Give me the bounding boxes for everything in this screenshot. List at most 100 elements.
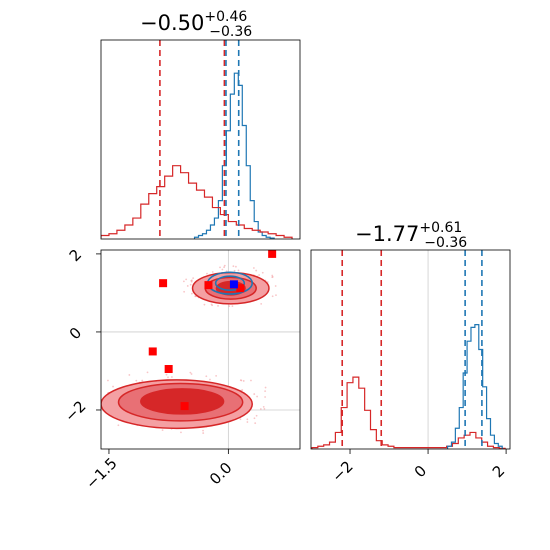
axes-frame [100,249,301,450]
sample-point [194,295,197,298]
sample-point [232,265,235,268]
red-marker-6 [164,365,173,374]
x-tick-label: 0.0 [206,459,236,489]
sample-point [189,371,192,374]
blue-marker-1 [229,280,238,289]
sample-point [235,265,237,268]
title-lower-error: −0.36 [424,235,467,251]
sample-point [271,274,274,277]
sample-point [255,414,258,417]
sample-point [84,393,86,395]
sample-point [141,379,144,382]
histogram-panel-bottom-right: −2 0 2 [310,249,511,486]
axes-frame [310,249,511,450]
sample-point [261,271,264,274]
sample-point [211,304,214,307]
sample-point [128,374,131,376]
title-lower-error: −0.36 [209,24,252,40]
sample-point [228,305,231,308]
sample-point [146,371,149,374]
red-marker-1 [268,250,277,258]
sample-point [271,295,274,298]
red-marker-4 [159,279,168,288]
plot-area [84,250,300,449]
sample-point [205,375,208,378]
sample-point [202,432,205,434]
sample-point [255,269,258,272]
sample-point [264,390,267,393]
sample-point [117,424,120,427]
axes-frame [100,39,301,240]
sample-point [221,268,224,271]
sample-point [237,269,240,272]
title-top-left: −0.50+0.46 −0.36 [140,9,252,40]
red-marker-5 [148,347,157,356]
sample-point [233,269,236,272]
sample-point [231,305,234,308]
sample-point [203,303,206,306]
y-tick-label: 0 [66,324,85,343]
red-marker-2 [204,281,213,290]
sample-point [190,279,193,282]
sample-point [190,280,193,283]
sample-point [253,393,256,395]
sample-point [112,385,114,388]
sample-point [107,379,109,382]
sample-point [256,395,259,398]
sample-point [206,272,208,275]
sample-point [250,379,252,382]
sample-point [242,380,245,382]
hist-series-2 [101,165,293,239]
sample-point [170,376,173,378]
sample-point [185,278,188,281]
sample-point [252,267,255,269]
sample-point [186,285,189,287]
sample-point [264,386,267,389]
title-upper-error: +0.61 [419,220,462,236]
sample-point [161,429,164,432]
sample-point [246,418,249,421]
sample-point [217,304,219,307]
sample-point [135,379,138,382]
red-marker-3 [236,284,245,293]
sample-point [240,379,243,382]
sample-point [215,374,218,377]
plot-area [311,250,506,449]
blue-contour-2 [214,275,246,291]
sample-point [209,378,211,381]
x-tick-label: −1.5 [82,454,120,492]
hist-series-2 [446,324,503,449]
sample-point [275,294,277,297]
sample-point [223,266,225,269]
sample-point [253,417,256,420]
y-tick-label: 2 [66,246,85,265]
sample-point [191,292,193,295]
sample-point [202,429,204,432]
sample-point [223,264,226,267]
sample-point [183,290,186,293]
sample-point [165,373,168,376]
title-median: −1.77 [355,222,419,246]
sample-point [167,376,169,379]
scatter-contour-panel-bottom-left: −1.5 0.0 2 0 −2 [61,246,301,493]
x-tick-label: −2 [328,457,356,485]
sample-point [189,283,192,286]
sample-point [258,274,261,276]
sample-point [274,285,277,287]
title-median: −0.50 [140,11,204,35]
sample-point [259,408,262,410]
sample-point [262,405,265,408]
sample-point [246,421,249,423]
title-bottom-right: −1.77+0.61 −0.36 [355,220,467,251]
sample-point [241,389,244,391]
sample-point [211,271,214,273]
sample-point [271,275,274,278]
sample-point [239,418,242,421]
sample-point [192,277,195,280]
sample-point [264,396,267,398]
x-tick-label: 0 [411,462,430,481]
hist-series-1 [193,72,275,239]
histogram-panel-top-left [100,39,301,240]
y-tick-label: −2 [61,397,89,425]
